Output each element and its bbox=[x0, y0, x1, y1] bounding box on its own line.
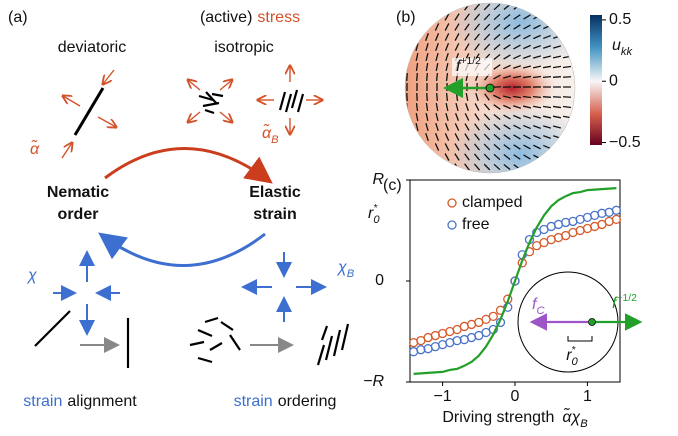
legend-marker bbox=[448, 221, 456, 229]
rods bbox=[35, 90, 348, 368]
symbol: χ bbox=[26, 267, 37, 284]
director bbox=[427, 73, 428, 81]
colorbar-tick-label: −0.5 bbox=[609, 134, 641, 151]
panel-label: (a) bbox=[8, 9, 28, 26]
node-label: order bbox=[58, 206, 99, 223]
director bbox=[447, 93, 448, 101]
subscript: B bbox=[347, 268, 355, 280]
legend-marker bbox=[448, 199, 456, 207]
y-tick-label: R bbox=[372, 171, 384, 188]
stress-arrows bbox=[62, 66, 322, 158]
node-label: Elastic bbox=[249, 184, 301, 201]
caption: strain ordering bbox=[234, 393, 337, 410]
director bbox=[533, 97, 541, 98]
director bbox=[533, 77, 541, 78]
colorbar-tick-label: 0 bbox=[609, 72, 618, 89]
heading-word: stress bbox=[257, 9, 300, 26]
director bbox=[417, 73, 418, 81]
node-label: Nematic bbox=[47, 184, 109, 201]
text-part: Driving strength bbox=[442, 409, 554, 426]
page: { "panel_a": {"label": "(a)", "heading":… bbox=[0, 0, 678, 436]
heading-prefix: (active) bbox=[200, 9, 252, 26]
director bbox=[437, 93, 438, 101]
x-tick-label: 0 bbox=[511, 388, 520, 405]
strain-field bbox=[405, 0, 590, 202]
director bbox=[437, 73, 438, 81]
colorbar-tick-label: 0.5 bbox=[609, 11, 631, 28]
symbol-label: χ bbox=[26, 267, 37, 284]
caption-rest: alignment bbox=[67, 393, 137, 410]
subscript: kk bbox=[621, 46, 634, 58]
symbol: α̃ bbox=[30, 138, 40, 158]
legend-label: free bbox=[462, 216, 490, 233]
caption: strain alignment bbox=[23, 393, 137, 410]
node-label: strain bbox=[253, 206, 297, 223]
panel-label: (c) bbox=[383, 177, 402, 194]
cycle-arrow bbox=[105, 148, 268, 180]
x-axis-label: Driving strength α̃χB bbox=[442, 406, 588, 430]
figure: (a) (active) stress deviatoric isotropic α̃ α̃… bbox=[0, 0, 678, 436]
defect bbox=[486, 84, 494, 92]
symbol-label: α̃B bbox=[262, 122, 279, 146]
caption-rest: ordering bbox=[278, 393, 337, 410]
subscript: 0 bbox=[572, 356, 579, 368]
symbol: χ bbox=[336, 259, 347, 276]
colorbar-label: ukk bbox=[612, 37, 634, 58]
x-tick-label: −1 bbox=[433, 388, 451, 405]
heading: (active) stress bbox=[200, 9, 300, 26]
superscript: +1/2 bbox=[460, 56, 481, 67]
director bbox=[543, 97, 551, 98]
subscript: 0 bbox=[373, 214, 380, 226]
label: isotropic bbox=[214, 39, 274, 56]
rod bbox=[75, 88, 103, 135]
symbol: α̃χ bbox=[562, 406, 580, 426]
director bbox=[427, 93, 428, 101]
y-tick-label: −R bbox=[363, 373, 384, 390]
subscript: B bbox=[271, 134, 279, 146]
inset-label: f+1/2 bbox=[612, 293, 637, 312]
data-point bbox=[612, 206, 620, 214]
subscript: B bbox=[580, 418, 588, 430]
defect bbox=[589, 319, 596, 326]
director bbox=[543, 77, 551, 78]
superscript: +1/2 bbox=[616, 293, 637, 304]
legend-label: clamped bbox=[462, 194, 522, 211]
symbol-label: α̃ bbox=[30, 138, 40, 158]
data-point bbox=[612, 215, 620, 223]
caption-word: strain bbox=[23, 393, 62, 410]
director bbox=[553, 77, 561, 78]
director bbox=[407, 73, 408, 81]
cycle-arrow bbox=[103, 234, 265, 266]
y-tick-label: 0 bbox=[375, 272, 384, 289]
y-axis-label: r0* bbox=[368, 203, 380, 226]
director bbox=[563, 77, 571, 78]
x-tick-label: 1 bbox=[583, 388, 592, 405]
symbol: u bbox=[612, 37, 621, 54]
superscript: * bbox=[374, 203, 378, 214]
data-point bbox=[489, 312, 497, 320]
colorbar bbox=[590, 15, 602, 145]
caption-word: strain bbox=[234, 393, 273, 410]
superscript: * bbox=[572, 345, 576, 356]
label: deviatoric bbox=[58, 39, 126, 56]
subscript: C bbox=[536, 305, 545, 317]
panel-label: (b) bbox=[396, 9, 416, 26]
director bbox=[553, 97, 561, 98]
symbol-label: χB bbox=[336, 259, 355, 280]
